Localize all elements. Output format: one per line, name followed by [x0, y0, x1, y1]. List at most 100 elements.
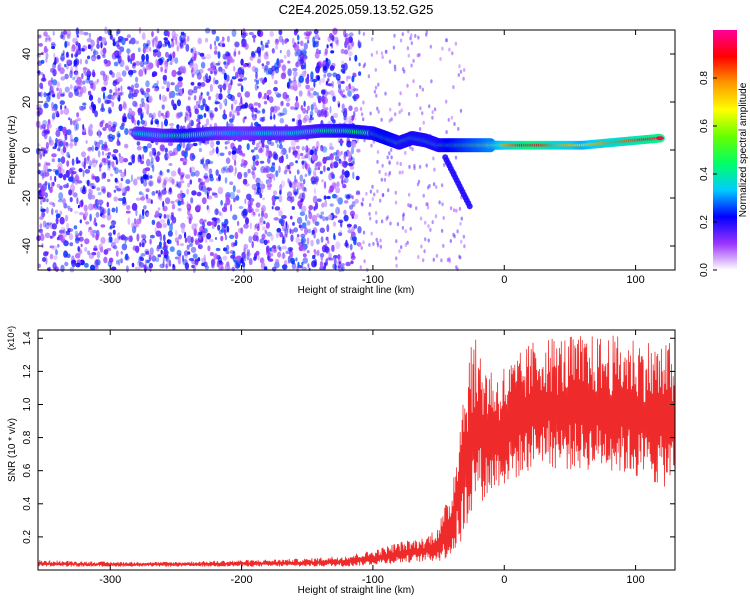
spectrogram-speckle	[91, 194, 96, 200]
spectrogram-speckle	[314, 107, 319, 114]
spectrogram-speckle	[244, 32, 248, 37]
spectrogram-speckle	[376, 189, 379, 194]
spectrogram-speckle	[433, 107, 437, 112]
spectrogram-speckle	[78, 105, 82, 110]
spectrogram-speckle	[303, 32, 306, 36]
spectrogram-speckle	[215, 146, 219, 154]
spectrogram-speckle	[109, 33, 113, 40]
spectrogram-speckle	[244, 116, 247, 120]
spectrogram-speckle	[238, 50, 241, 55]
spectrogram-speckle	[388, 151, 391, 156]
spectrogram-speckle	[170, 170, 177, 177]
spectrogram-speckle	[252, 211, 256, 216]
spectrogram-speckle	[233, 159, 237, 167]
spectrogram-speckle	[92, 69, 95, 77]
spectrogram-speckle	[279, 246, 282, 252]
spectrogram-speckle	[294, 191, 297, 197]
spectrogram-speckle	[410, 63, 413, 68]
spectrogram-speckle	[141, 208, 145, 217]
spectrogram-speckle	[169, 239, 172, 244]
spectrogram-speckle	[265, 165, 271, 173]
spectrogram-speckle	[313, 42, 319, 48]
spectrogram-speckle	[159, 144, 165, 152]
spectrogram-speckle	[120, 251, 123, 255]
spectrogram-speckle	[455, 208, 458, 213]
spectrogram-speckle	[88, 165, 91, 170]
y-tick-label: 0.2	[22, 530, 33, 544]
spectrogram-speckle	[92, 185, 97, 190]
spectrogram-speckle	[309, 149, 314, 156]
spectrogram-speckle	[124, 143, 129, 149]
spectrogram-speckle	[281, 215, 287, 219]
spectrogram-speckle	[249, 222, 252, 230]
spectrogram-speckle	[182, 254, 184, 262]
spectrogram-speckle	[402, 212, 405, 217]
spectrogram-speckle	[256, 46, 262, 54]
spectrogram-speckle	[82, 123, 85, 130]
spectrogram-speckle	[75, 27, 80, 36]
spectrogram-speckle	[111, 207, 116, 213]
spectrogram-speckle	[87, 55, 91, 60]
spectrogram-speckle	[37, 34, 42, 39]
spectrogram-speckle	[427, 224, 430, 229]
spectrogram-speckle	[350, 210, 355, 217]
spectrogram-speckle	[178, 88, 184, 97]
spectrogram-speckle	[315, 162, 321, 167]
colorbar-tick-label: 0.8	[699, 71, 710, 85]
spectrogram-speckle	[48, 266, 51, 272]
spectrogram-speckle	[198, 114, 204, 120]
spectrogram-speckle	[318, 78, 322, 86]
spectrogram-speckle	[69, 70, 73, 79]
spectrogram-speckle	[138, 191, 143, 196]
spectrogram-speckle	[184, 251, 188, 259]
spectrogram-speckle	[182, 141, 186, 149]
spectrogram-speckle	[175, 229, 178, 237]
spectrogram-speckle	[39, 216, 44, 220]
spectrogram-speckle	[347, 90, 352, 97]
spectrogram-speckle	[291, 206, 295, 210]
spectrogram-speckle	[222, 43, 226, 48]
spectrogram-speckle	[278, 144, 283, 150]
spectrogram-speckle	[197, 104, 201, 109]
spectrogram-speckle	[442, 243, 445, 248]
spectrogram-speckle	[330, 163, 333, 169]
spectrogram-speckle	[327, 36, 332, 43]
spectrogram-speckle	[134, 89, 139, 95]
y-tick-label: -20	[21, 190, 33, 206]
spectrogram-speckle	[209, 252, 214, 256]
spectrogram-speckle	[68, 117, 71, 121]
spectrogram-speckle	[250, 106, 255, 112]
spectrogram-speckle	[38, 183, 42, 187]
spectrogram-speckle	[167, 30, 170, 38]
spectrogram-speckle	[187, 182, 191, 188]
spectrogram-speckle	[308, 209, 311, 214]
spectrogram-speckle	[162, 205, 168, 212]
spectrogram-speckle	[422, 258, 425, 263]
spectrogram-speckle	[135, 245, 140, 253]
spectrogram-speckle	[348, 151, 352, 159]
spectrogram-speckle	[69, 197, 73, 203]
x-tick-label: 100	[626, 274, 644, 286]
spectrogram-speckle	[393, 33, 396, 38]
spectrogram-speckle	[289, 250, 294, 258]
spectrogram-speckle	[231, 114, 235, 121]
spectrogram-speckle	[336, 181, 340, 188]
spectrogram-speckle	[193, 95, 197, 101]
spectrogram-speckle	[108, 257, 114, 263]
spectrogram-speckle	[337, 197, 343, 205]
spectrogram-speckle	[305, 84, 311, 90]
spectrogram-speckle	[243, 171, 248, 178]
spectrogram-speckle	[389, 221, 392, 226]
spectrogram-speckle	[106, 212, 112, 221]
spectrogram-speckle	[261, 205, 266, 213]
spectrogram-speckle	[259, 257, 265, 264]
spectrogram-speckle	[43, 92, 47, 98]
spectrogram-speckle	[65, 53, 70, 59]
spectrogram-speckle	[152, 112, 157, 119]
spectrogram-speckle	[311, 154, 315, 161]
spectrogram-speckle	[60, 93, 65, 97]
spectrogram-speckle	[192, 89, 198, 94]
spectrogram-speckle	[127, 235, 133, 242]
spectrogram-speckle	[219, 152, 225, 157]
spectrogram-speckle	[308, 212, 313, 220]
